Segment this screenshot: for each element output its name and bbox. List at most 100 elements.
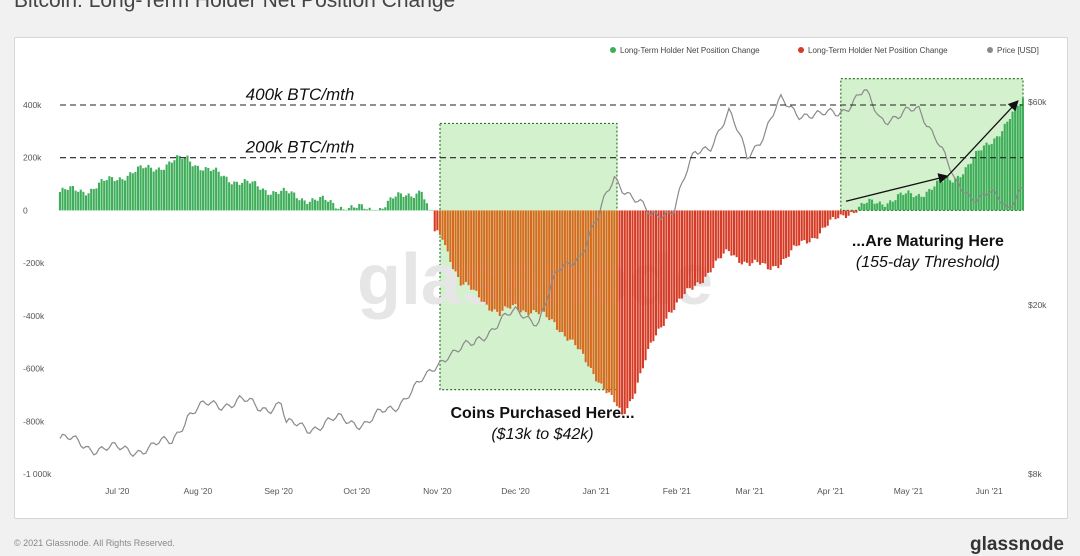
bar-positive bbox=[407, 193, 410, 211]
bar-negative bbox=[662, 210, 665, 326]
bar-positive bbox=[982, 145, 985, 211]
bar-negative bbox=[714, 210, 717, 261]
legend-item-label[interactable]: Long-Term Holder Net Position Change bbox=[620, 46, 760, 55]
bar-positive bbox=[873, 203, 876, 211]
bar-positive bbox=[84, 195, 88, 211]
bar-negative bbox=[735, 210, 738, 258]
bar-positive bbox=[933, 186, 936, 211]
y-left-tick-label: -600k bbox=[23, 364, 45, 374]
bar-negative bbox=[605, 210, 608, 394]
bar-positive bbox=[425, 203, 428, 211]
bar-negative bbox=[824, 210, 827, 228]
x-tick-label: Dec '20 bbox=[501, 486, 530, 496]
copyright-text: © 2021 Glassnode. All Rights Reserved. bbox=[14, 538, 175, 548]
y-right-tick-label: $20k bbox=[1028, 300, 1047, 310]
y-right-tick-label: $60k bbox=[1028, 97, 1047, 107]
bar-positive bbox=[915, 195, 918, 211]
legend-dot bbox=[987, 47, 993, 53]
bar-positive bbox=[938, 180, 941, 211]
bar-negative bbox=[506, 210, 509, 308]
bar-positive bbox=[324, 199, 327, 211]
bar-negative bbox=[597, 210, 600, 383]
bar-negative bbox=[608, 210, 611, 393]
bar-negative bbox=[610, 210, 613, 395]
bar-positive bbox=[376, 209, 379, 211]
bar-negative bbox=[813, 210, 816, 239]
bar-positive bbox=[261, 188, 265, 211]
bar-positive bbox=[316, 200, 319, 211]
bar-negative bbox=[464, 210, 468, 282]
bar-positive bbox=[126, 175, 129, 211]
bar-positive bbox=[285, 190, 288, 211]
bar-negative bbox=[798, 210, 801, 246]
y-left-tick-label: 0 bbox=[23, 205, 28, 215]
bar-positive bbox=[256, 186, 259, 211]
bar-negative bbox=[511, 210, 514, 306]
bar-positive bbox=[87, 193, 90, 211]
bar-negative bbox=[842, 210, 845, 216]
bar-negative bbox=[667, 210, 671, 313]
bar-negative bbox=[654, 210, 658, 336]
trend-arrow-1 bbox=[845, 173, 949, 202]
bar-positive bbox=[215, 167, 218, 211]
bar-negative bbox=[649, 210, 652, 343]
bar-positive bbox=[975, 151, 978, 211]
bar-positive bbox=[228, 182, 231, 211]
bar-positive bbox=[176, 155, 179, 211]
bar-positive bbox=[379, 207, 382, 211]
bar-negative bbox=[719, 210, 723, 259]
bar-negative bbox=[751, 210, 754, 264]
bar-negative bbox=[709, 210, 712, 273]
bar-positive bbox=[131, 173, 134, 211]
bar-positive bbox=[337, 208, 340, 211]
bar-negative bbox=[576, 210, 579, 350]
y-left-tick-label: -400k bbox=[23, 311, 45, 321]
bar-positive bbox=[69, 186, 72, 211]
bar-positive bbox=[61, 187, 64, 211]
bar-positive bbox=[134, 171, 137, 211]
bar-positive bbox=[66, 189, 69, 211]
bar-negative bbox=[852, 210, 855, 214]
bar-positive bbox=[300, 198, 304, 211]
bar-positive bbox=[186, 155, 189, 211]
bar-positive bbox=[930, 189, 933, 211]
bar-positive bbox=[959, 177, 962, 211]
bar-negative bbox=[449, 210, 452, 263]
bar-negative bbox=[834, 210, 837, 220]
bar-negative bbox=[686, 210, 689, 289]
bar-positive bbox=[1016, 105, 1019, 211]
bar-negative bbox=[582, 210, 585, 354]
bar-negative bbox=[764, 210, 767, 264]
bar-negative bbox=[821, 210, 824, 228]
bar-positive bbox=[326, 201, 330, 211]
bar-positive bbox=[77, 191, 80, 211]
bar-positive bbox=[155, 169, 158, 211]
bar-positive bbox=[248, 183, 251, 211]
bar-negative bbox=[457, 210, 460, 277]
bar-negative bbox=[514, 210, 517, 305]
bar-negative bbox=[483, 210, 486, 302]
bar-positive bbox=[334, 208, 337, 211]
bar-negative bbox=[634, 210, 637, 394]
bar-negative bbox=[496, 210, 499, 312]
x-tick-label: Apr '21 bbox=[817, 486, 844, 496]
bar-positive bbox=[233, 181, 236, 211]
bar-positive bbox=[118, 177, 121, 211]
bar-negative bbox=[475, 210, 478, 291]
bar-positive bbox=[313, 199, 317, 211]
bar-positive bbox=[116, 180, 119, 211]
legend-item-label[interactable]: Long-Term Holder Net Position Change bbox=[808, 46, 948, 55]
x-tick-label: Jul '20 bbox=[105, 486, 130, 496]
bar-positive bbox=[936, 180, 939, 211]
bar-positive bbox=[870, 199, 874, 211]
legend-item-label[interactable]: Price [USD] bbox=[997, 46, 1039, 55]
bar-positive bbox=[878, 201, 881, 211]
bar-negative bbox=[503, 210, 507, 307]
bar-positive bbox=[886, 203, 889, 211]
bar-positive bbox=[881, 204, 884, 211]
bar-positive bbox=[1006, 121, 1009, 211]
bar-negative bbox=[595, 210, 598, 382]
bar-negative bbox=[490, 210, 494, 312]
bar-negative bbox=[738, 210, 741, 263]
bar-positive bbox=[988, 144, 991, 211]
